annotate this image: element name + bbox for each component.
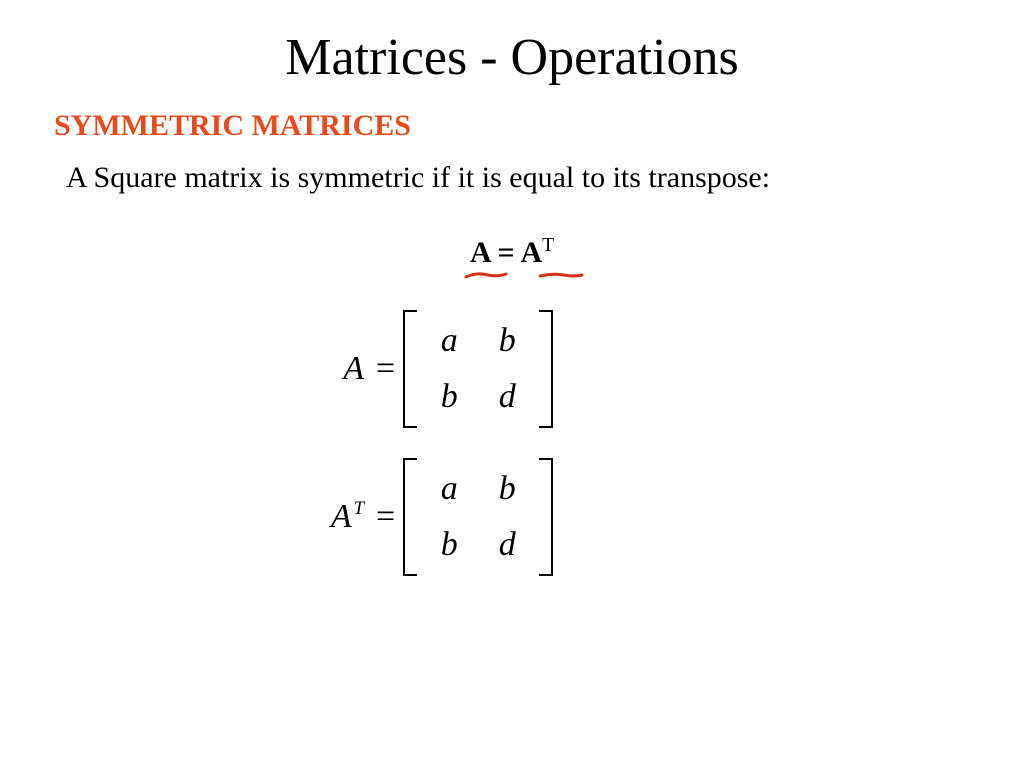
matrix-cell: b bbox=[495, 470, 519, 508]
matrix-a-label-text: A bbox=[343, 350, 364, 387]
right-bracket-icon bbox=[541, 310, 553, 428]
eq-rhs: A bbox=[520, 236, 542, 269]
matrix-at-brackets: a b b d bbox=[403, 458, 553, 576]
matrix-cell: b bbox=[437, 378, 461, 416]
equals-sign: = bbox=[372, 498, 403, 536]
section-subtitle: SYMMETRIC MATRICES bbox=[54, 109, 1024, 143]
matrix-cell: b bbox=[495, 322, 519, 360]
matrix-at-row: AT = a b b d bbox=[300, 458, 1024, 576]
equals-sign: = bbox=[372, 350, 403, 388]
matrix-a-label: A bbox=[300, 350, 372, 388]
matrix-cell: d bbox=[495, 526, 519, 564]
left-bracket-icon bbox=[403, 310, 415, 428]
page-title: Matrices - Operations bbox=[0, 0, 1024, 87]
matrix-cell: a bbox=[437, 322, 461, 360]
eq-lhs: A bbox=[470, 236, 490, 269]
matrix-a-row: A = a b b d bbox=[300, 310, 1024, 428]
equation-statement: A = AT bbox=[0, 235, 1024, 270]
matrix-zone: A = a b b d AT = bbox=[300, 310, 1024, 576]
matrix-a-brackets: a b b d bbox=[403, 310, 553, 428]
matrix-at-label-text: A bbox=[331, 498, 352, 535]
left-bracket-icon bbox=[403, 458, 415, 576]
definition-text: A Square matrix is symmetric if it is eq… bbox=[66, 159, 846, 197]
matrix-at-label: AT bbox=[300, 498, 372, 536]
right-bracket-icon bbox=[541, 458, 553, 576]
underline-mark-left bbox=[464, 272, 508, 280]
eq-rhs-superscript: T bbox=[542, 235, 554, 256]
matrix-cell: d bbox=[495, 378, 519, 416]
underline-mark-right bbox=[538, 272, 584, 280]
matrix-at-superscript: T bbox=[352, 498, 364, 519]
matrix-cell: b bbox=[437, 526, 461, 564]
matrix-cell: a bbox=[437, 470, 461, 508]
matrix-a-cells: a b b d bbox=[415, 310, 541, 428]
eq-sign: = bbox=[490, 236, 520, 269]
matrix-at-cells: a b b d bbox=[415, 458, 541, 576]
